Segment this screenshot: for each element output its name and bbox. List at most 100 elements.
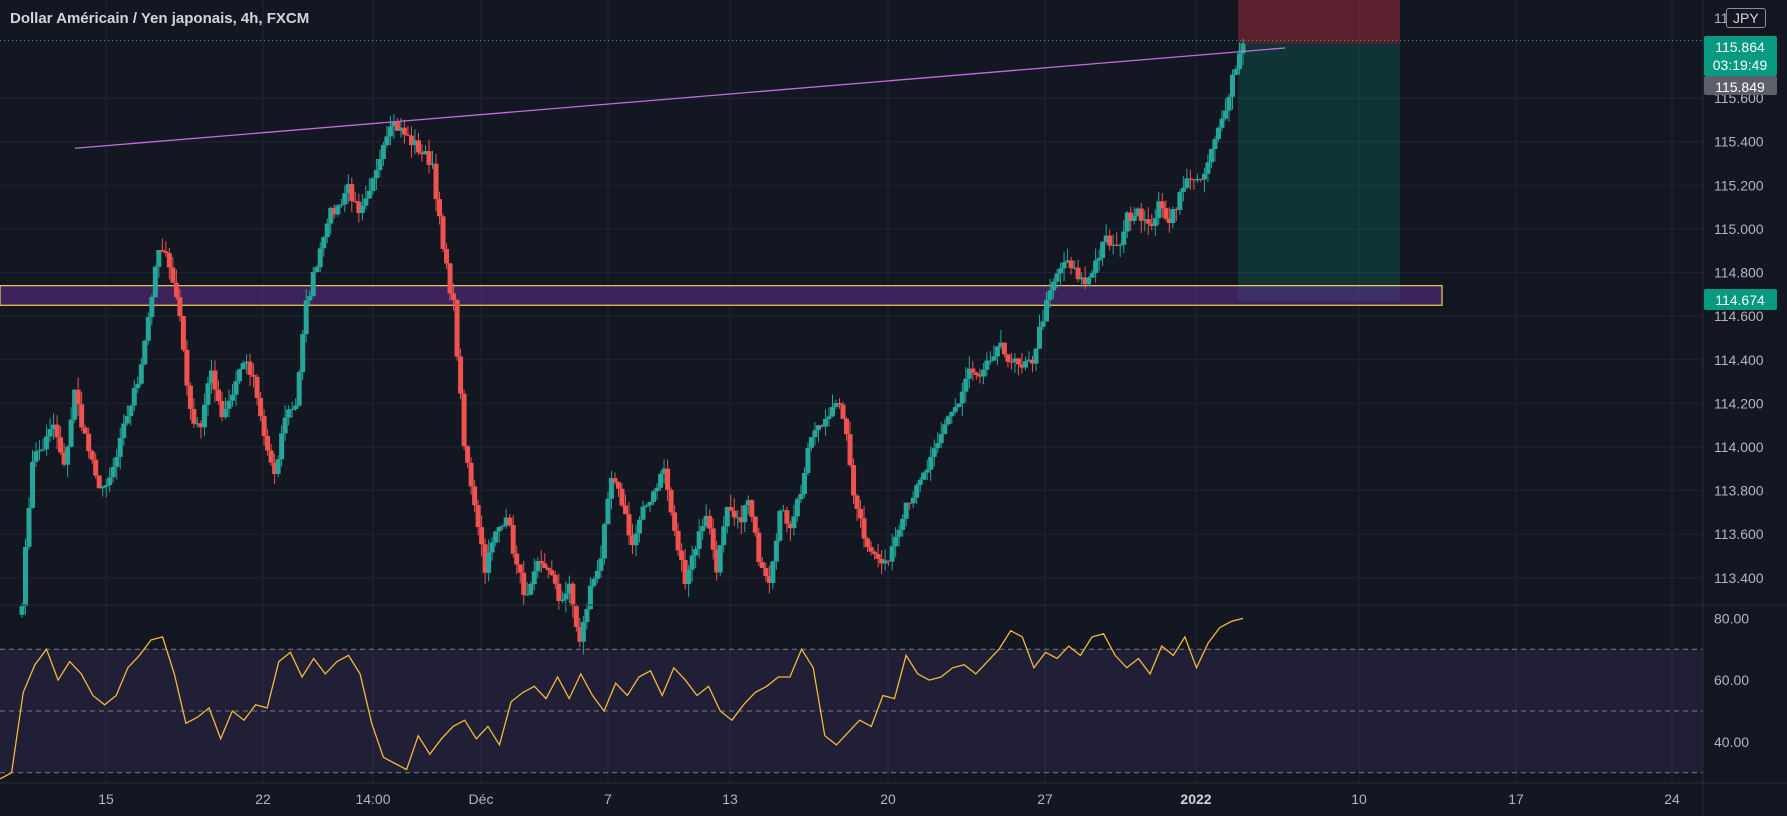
- zone-price-tag: 114.674: [1704, 289, 1777, 310]
- candle-body: [324, 223, 330, 238]
- candle-body: [1079, 277, 1085, 280]
- candle-body: [100, 486, 106, 489]
- candle-body: [479, 527, 485, 545]
- candle-body: [68, 419, 74, 447]
- candle-body: [556, 583, 562, 601]
- candle-body: [1180, 187, 1186, 193]
- candle-body: [114, 456, 120, 467]
- candle-body: [1022, 361, 1028, 368]
- candle-body: [942, 424, 948, 434]
- candle-body: [1222, 110, 1228, 119]
- candle-body: [1005, 354, 1011, 362]
- candle-body: [514, 553, 520, 565]
- candle-body: [1096, 257, 1102, 261]
- candle-body: [1107, 235, 1113, 246]
- candle-body: [1142, 219, 1148, 221]
- bid-price-tag: 115.849: [1704, 76, 1777, 95]
- candle-body: [422, 151, 428, 155]
- candle-body: [307, 295, 313, 301]
- candle-body: [665, 468, 671, 490]
- candle-body: [710, 528, 716, 550]
- candle-body: [415, 140, 421, 153]
- candle-body: [465, 446, 471, 463]
- candle-body: [700, 526, 706, 532]
- candle-body: [296, 372, 302, 406]
- candle-body: [952, 407, 958, 412]
- candle-body: [342, 193, 348, 205]
- candle-body: [630, 535, 635, 546]
- candle-body: [759, 562, 765, 569]
- candle-body: [1086, 277, 1092, 285]
- candle-body: [180, 316, 186, 350]
- candle-body: [40, 449, 46, 451]
- x-tick-label: 27: [1037, 791, 1053, 807]
- candle-body: [784, 510, 790, 524]
- candle-body: [72, 389, 78, 420]
- candle-body: [272, 462, 278, 474]
- candle-body: [973, 372, 979, 375]
- candle-body: [251, 374, 257, 377]
- candle-body: [1082, 277, 1088, 285]
- candle-body: [205, 383, 211, 405]
- candle-body: [1212, 139, 1218, 150]
- support-zone-rect: [0, 285, 1443, 306]
- candle-body: [598, 558, 604, 571]
- candle-body: [693, 549, 699, 556]
- candle-body: [54, 424, 60, 438]
- candle-body: [900, 518, 906, 530]
- candle-body: [1184, 178, 1190, 188]
- candle-body: [766, 576, 772, 583]
- candle-body: [608, 477, 614, 499]
- candle-body: [521, 572, 527, 595]
- candle-body: [1058, 268, 1064, 274]
- candle-body: [728, 506, 734, 511]
- candle-body: [1138, 208, 1144, 221]
- candle-body: [959, 391, 965, 404]
- candle-body: [240, 363, 246, 370]
- candle-body: [686, 569, 692, 585]
- candle-body: [208, 370, 214, 384]
- currency-button[interactable]: JPY: [1726, 8, 1766, 28]
- candle-body: [47, 429, 53, 437]
- candle-body: [1103, 235, 1109, 242]
- candle-body: [626, 514, 632, 536]
- x-tick-label: 13: [722, 791, 738, 807]
- candle-body: [987, 360, 993, 362]
- candle-body: [851, 465, 857, 496]
- candle-body: [131, 388, 137, 406]
- y-tick-label: 113.400: [1714, 570, 1764, 586]
- candle-body: [159, 250, 165, 252]
- candle-body: [261, 416, 267, 436]
- candle-body: [672, 512, 678, 531]
- candle-body: [637, 519, 643, 534]
- candle-body: [237, 369, 243, 382]
- candle-body: [103, 485, 109, 487]
- candle-body: [984, 360, 990, 370]
- candle-body: [949, 411, 955, 417]
- candle-body: [1029, 359, 1035, 364]
- candle-body: [444, 248, 450, 264]
- candle-body: [373, 170, 379, 179]
- candle-body: [794, 499, 800, 517]
- candle-body: [1065, 260, 1071, 263]
- candle-body: [212, 370, 218, 390]
- candle-body: [1166, 218, 1172, 224]
- candle-body: [142, 340, 148, 365]
- candle-body: [230, 394, 236, 401]
- candle-body: [1061, 262, 1067, 269]
- candle-body: [121, 423, 127, 438]
- candle-body: [1156, 201, 1162, 219]
- candle-body: [75, 389, 81, 405]
- candle-body: [135, 383, 141, 389]
- candle-body: [198, 423, 204, 428]
- candle-body: [896, 529, 902, 537]
- candle-body: [117, 437, 123, 457]
- y-tick-label: 115.400: [1714, 134, 1764, 150]
- candle-body: [1201, 173, 1207, 180]
- candle-body: [528, 584, 534, 595]
- bid-price-tag-bg: [1704, 76, 1777, 95]
- candle-body: [1114, 244, 1120, 246]
- candle-body: [738, 517, 744, 523]
